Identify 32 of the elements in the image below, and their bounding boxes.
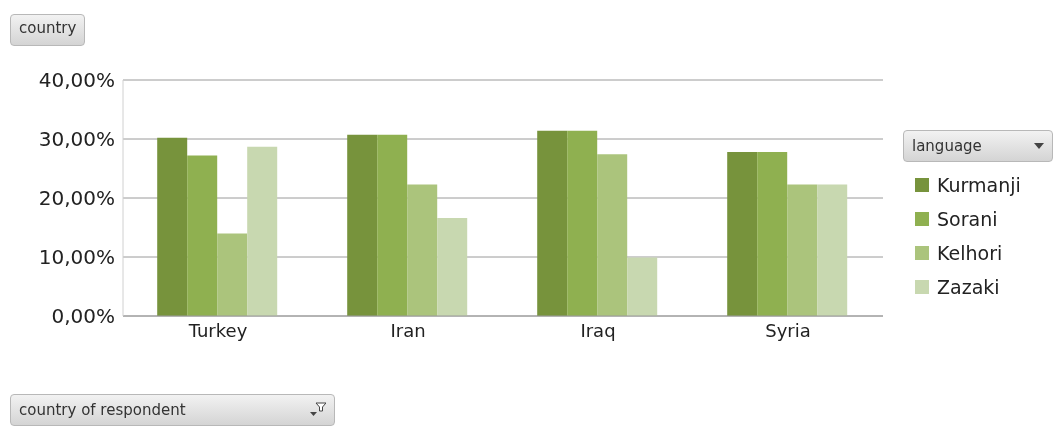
- x-tick-label: Syria: [765, 319, 811, 341]
- bar: [187, 155, 218, 316]
- bar: [437, 218, 468, 316]
- y-tick-label: 30,00%: [38, 127, 115, 152]
- legend-label: Zazaki: [937, 276, 1000, 298]
- bar: [537, 130, 568, 316]
- bar: [757, 151, 788, 316]
- bar: [817, 184, 848, 316]
- bar: [157, 137, 188, 316]
- bar: [217, 233, 248, 316]
- bar: [597, 154, 628, 316]
- bar: [627, 257, 658, 316]
- y-tick-label: 10,00%: [38, 245, 115, 270]
- bar: [377, 134, 408, 316]
- bar: [407, 184, 438, 316]
- legend-label: Sorani: [937, 208, 998, 230]
- legend-title: language: [912, 137, 982, 155]
- bar: [787, 184, 818, 316]
- legend-label: Kurmanji: [937, 174, 1021, 196]
- legend-label: Kelhori: [937, 242, 1003, 264]
- x-axis-title: country of respondent: [19, 401, 186, 419]
- x-tick-label: Turkey: [187, 319, 248, 341]
- chart-title: country: [10, 14, 86, 46]
- y-tick-label: 0,00%: [51, 304, 115, 329]
- bar: [347, 134, 378, 316]
- y-tick-label: 40,00%: [38, 68, 115, 93]
- y-tick-label: 20,00%: [38, 186, 115, 211]
- bar: [247, 146, 278, 316]
- bar: [567, 130, 598, 316]
- x-tick-label: Iran: [390, 319, 426, 341]
- bar: [727, 151, 758, 316]
- x-tick-label: Iraq: [580, 319, 616, 341]
